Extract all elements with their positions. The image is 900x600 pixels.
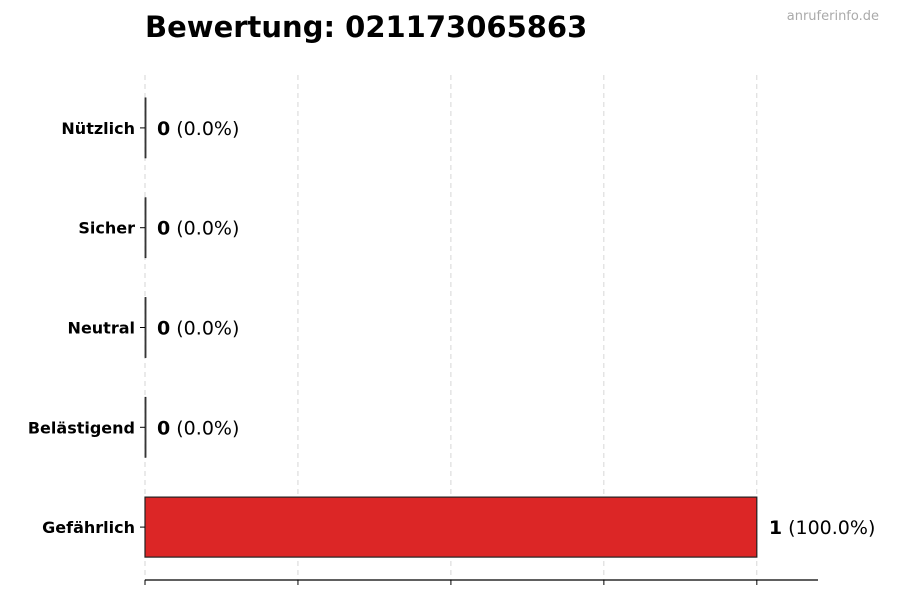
bar	[144, 496, 758, 558]
chart-title: Bewertung: 021173065863	[145, 10, 588, 44]
value-label: 0 (0.0%)	[157, 218, 239, 240]
watermark: anruferinfo.de	[786, 9, 879, 24]
bar	[144, 197, 147, 259]
category-label: Belästigend	[28, 418, 135, 437]
value-label: 1 (100.0%)	[769, 517, 876, 539]
bar	[144, 97, 147, 159]
category-label: Neutral	[68, 319, 135, 338]
category-label: Sicher	[78, 219, 135, 238]
bar	[144, 297, 147, 358]
category-label: Gefährlich	[42, 518, 135, 537]
category-label: Nützlich	[61, 119, 135, 138]
value-label: 0 (0.0%)	[157, 417, 239, 439]
value-label: 0 (0.0%)	[157, 118, 239, 140]
bar	[144, 396, 147, 458]
value-label: 0 (0.0%)	[157, 318, 239, 340]
